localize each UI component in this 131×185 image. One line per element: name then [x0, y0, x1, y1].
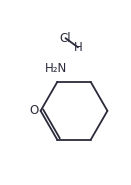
- Text: O: O: [29, 104, 38, 117]
- Text: Cl: Cl: [60, 32, 71, 45]
- Text: H: H: [74, 41, 82, 54]
- Text: H₂N: H₂N: [45, 62, 67, 75]
